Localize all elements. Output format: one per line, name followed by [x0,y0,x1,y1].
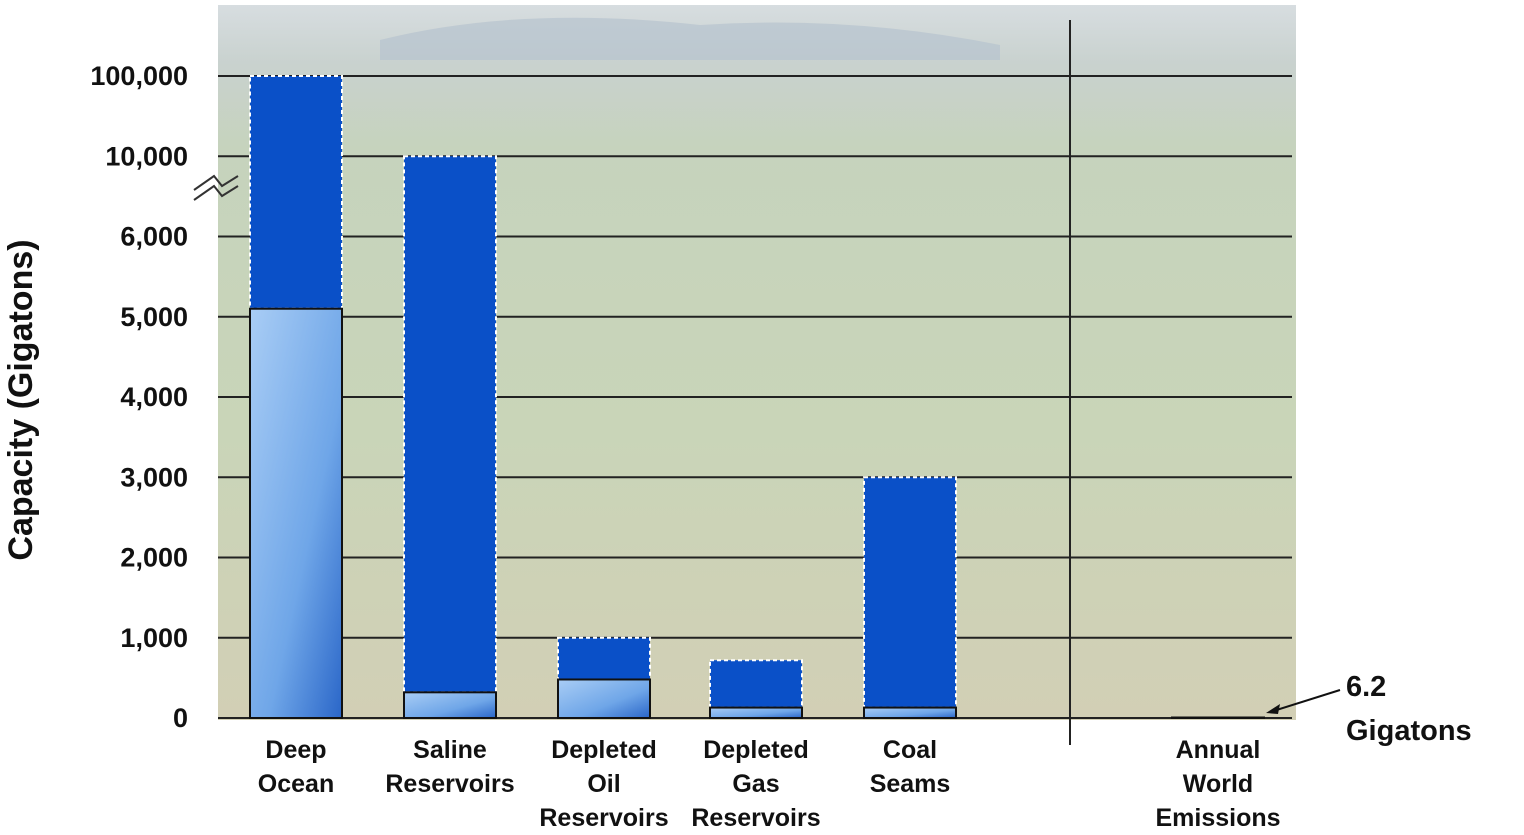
range-bar [403,155,497,694]
estimate-bar [403,691,497,720]
hills [380,17,1000,61]
x-tick-label: Saline Reservoirs [385,736,515,798]
x-tick-label: Depleted Oil Reservoirs [539,736,669,832]
y-tick-label: 10,000 [105,141,188,171]
y-tick-label: 4,000 [120,382,188,412]
y-tick-label: 3,000 [120,462,188,492]
estimate-bar [557,678,651,719]
x-tick-label: Deep Ocean [257,736,335,798]
range-bar [709,659,803,709]
y-tick-label: 6,000 [120,222,188,252]
arrow-head [1266,704,1280,714]
y-tick-label: 5,000 [120,302,188,332]
x-tick-label: Annual World Emissions [1155,736,1281,832]
y-tick-label: 100,000 [90,61,188,91]
background-photo [218,5,1296,720]
value-label: 6.2 Gigatons [1346,671,1472,747]
y-tick-label: 2,000 [120,543,188,573]
x-tick-label: Coal Seams [869,736,951,798]
axis-break [193,174,239,201]
x-tick-label: Depleted Gas Reservoirs [691,736,821,832]
y-tick-label: 1,000 [120,623,188,653]
estimate-bar [863,706,957,720]
estimate-bar [249,307,343,719]
y-axis-label: Capacity (Gigatons) [2,239,40,560]
estimate-bar [709,706,803,720]
y-tick-label: 0 [173,703,188,733]
range-bar [863,476,957,709]
annotation-arrow [1269,689,1341,713]
range-bar [557,636,651,681]
range-bar [249,75,343,310]
